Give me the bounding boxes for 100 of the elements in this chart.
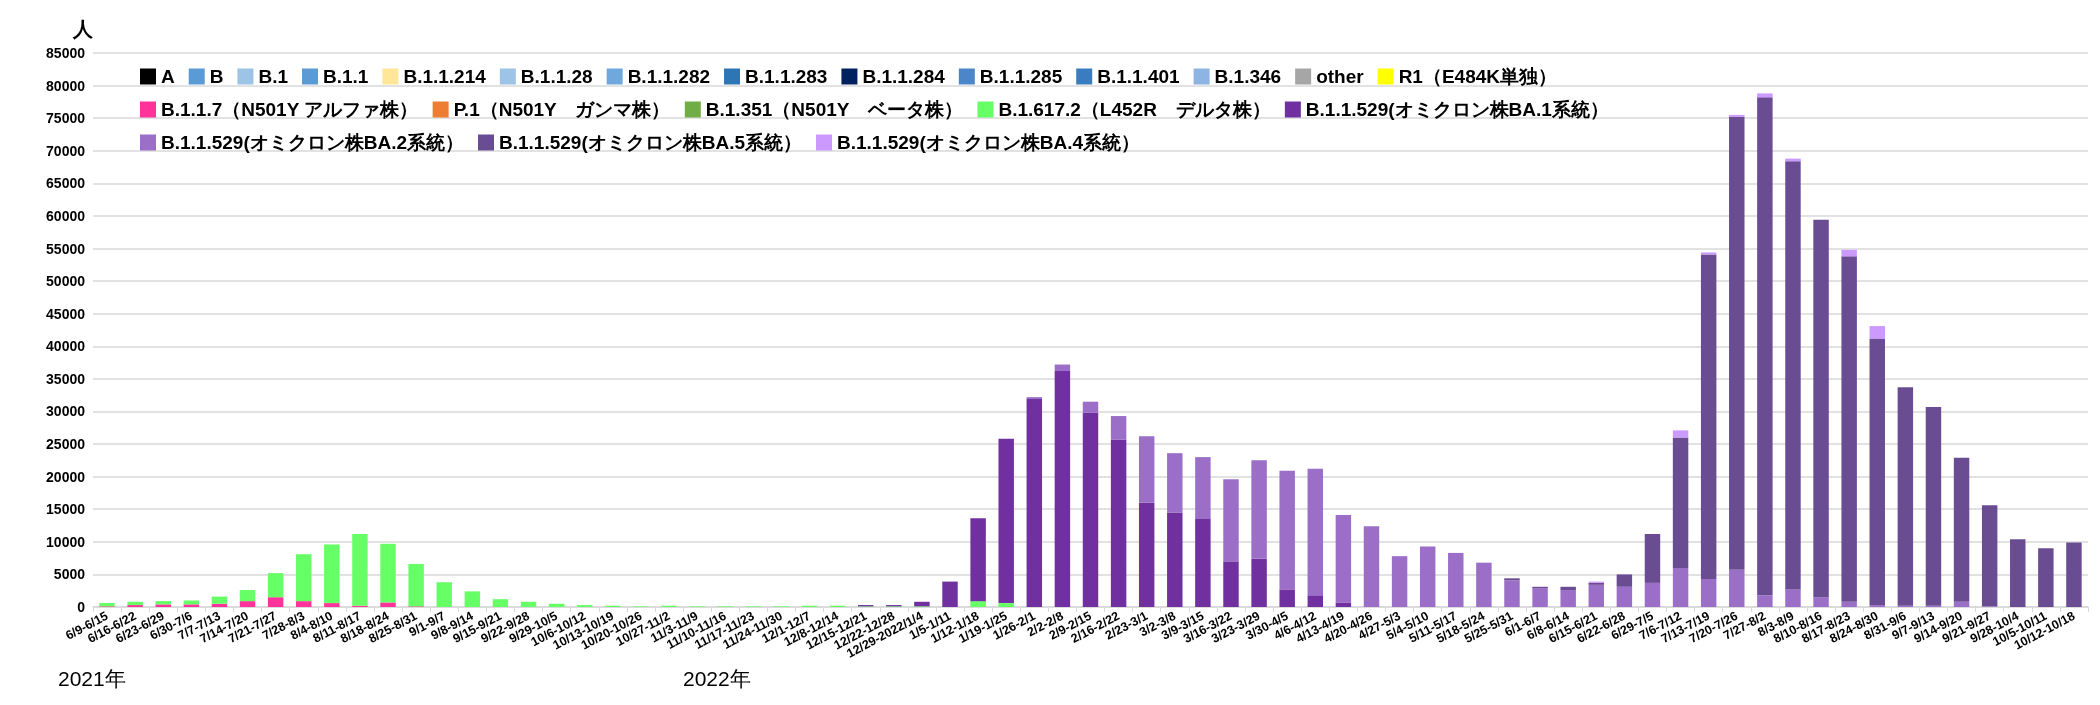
- bar: [1082, 412, 1099, 607]
- bar: [1335, 602, 1352, 607]
- bar: [127, 601, 143, 606]
- legend-label: B.1.1.529(オミクロン株BA.1系統）: [1305, 99, 1609, 120]
- bar: [1672, 430, 1689, 438]
- y-tick-label: 45000: [46, 305, 86, 322]
- bar: [267, 597, 284, 607]
- bar: [1869, 338, 1885, 606]
- bar: [1167, 453, 1183, 513]
- bar: [2066, 542, 2082, 607]
- y-tick-label: 20000: [46, 468, 86, 485]
- legend-label: B.1.1.529(オミクロン株BA.2系統）: [161, 132, 465, 153]
- bar: [1476, 562, 1492, 607]
- legend-label: B.1.1.401: [1097, 66, 1181, 87]
- bar: [2038, 548, 2054, 607]
- bar: [970, 601, 986, 607]
- bar: [1869, 326, 1885, 339]
- bar: [1672, 567, 1689, 607]
- bar: [1841, 249, 1857, 257]
- y-tick-label: 85000: [46, 45, 86, 61]
- bar: [1560, 586, 1576, 591]
- bar: [1560, 590, 1576, 607]
- bar: [1841, 256, 1857, 602]
- bar: [1672, 437, 1689, 568]
- bar: [239, 590, 256, 602]
- bar: [1785, 589, 1801, 607]
- bar: [1616, 574, 1633, 587]
- bar: [1897, 387, 1914, 606]
- bar: [1700, 254, 1717, 579]
- bar: [1223, 561, 1239, 607]
- bar: [296, 554, 312, 602]
- bar: [183, 604, 200, 607]
- legend-label: B.1: [258, 66, 289, 87]
- bar: [1757, 93, 1773, 98]
- bar: [1757, 595, 1773, 607]
- bar: [1644, 582, 1661, 607]
- bar: [1391, 556, 1408, 607]
- bar: [324, 544, 340, 604]
- bar: [1167, 512, 1183, 607]
- bar: [1729, 116, 1745, 570]
- bar: [211, 603, 228, 607]
- bar: [1644, 534, 1661, 583]
- bar: [464, 591, 481, 607]
- bar: [1251, 558, 1267, 607]
- bar: [1729, 569, 1745, 607]
- bar: [239, 601, 256, 607]
- bar: [492, 599, 509, 607]
- bar: [324, 603, 340, 607]
- bar: [1925, 406, 1942, 606]
- bar: [1363, 526, 1380, 607]
- bar: [970, 518, 986, 602]
- y-tick-label: 5000: [53, 566, 86, 583]
- bar: [914, 601, 930, 607]
- bar: [436, 582, 452, 607]
- legend-label: B.1.1.285: [979, 66, 1063, 87]
- legend-label: R1（E484K単独）: [1398, 66, 1558, 87]
- bar: [548, 603, 565, 607]
- bar: [1448, 552, 1464, 607]
- bar: [183, 600, 200, 605]
- legend-label: other: [1316, 66, 1365, 87]
- bar: [1195, 519, 1211, 607]
- text: 2022年: [683, 667, 751, 690]
- bar: [380, 602, 396, 607]
- y-tick-label: 10000: [46, 533, 86, 550]
- y-tick-label: 65000: [46, 175, 86, 192]
- legend-label: B.1.617.2（L452R デルタ株）: [998, 99, 1271, 120]
- bar: [267, 573, 284, 598]
- y-tick-label: 60000: [46, 207, 86, 224]
- legend-label: B.1.351（N501Y ベータ株）: [705, 99, 964, 120]
- bar: [1054, 371, 1071, 607]
- legend-label: P.1（N501Y ガンマ株）: [453, 99, 671, 120]
- bar: [1813, 219, 1829, 598]
- legend-label: B.1.1.529(オミクロン株BA.5系統）: [499, 132, 803, 153]
- bar: [942, 581, 958, 607]
- bar: [1419, 546, 1436, 607]
- bar: [408, 563, 424, 607]
- bar: [1335, 515, 1352, 603]
- bar: [1082, 401, 1099, 413]
- bar: [1953, 601, 1970, 607]
- y-tick-label: 80000: [46, 77, 86, 94]
- bar: [352, 534, 368, 606]
- bar: [1757, 97, 1773, 596]
- legend-label: B.1.1.283: [745, 66, 828, 87]
- y-tick-label: 30000: [46, 403, 86, 420]
- legend-label: B.1.346: [1214, 66, 1282, 87]
- y-tick-label: 15000: [46, 501, 86, 518]
- bar: [998, 603, 1014, 607]
- bar: [1953, 457, 1970, 602]
- legend-label: B.1.1.529(オミクロン株BA.4系統）: [837, 132, 1141, 153]
- y-axis-title: 人: [72, 18, 94, 40]
- y-tick-label: 35000: [46, 370, 86, 387]
- bar: [1307, 468, 1324, 596]
- bar: [1279, 589, 1295, 607]
- bar: [1138, 502, 1155, 607]
- bar: [2010, 539, 2026, 607]
- bar: [1841, 601, 1857, 607]
- y-tick-label: 55000: [46, 240, 86, 257]
- y-tick-label: 75000: [46, 110, 86, 127]
- bar: [211, 596, 228, 604]
- bar: [1279, 470, 1295, 590]
